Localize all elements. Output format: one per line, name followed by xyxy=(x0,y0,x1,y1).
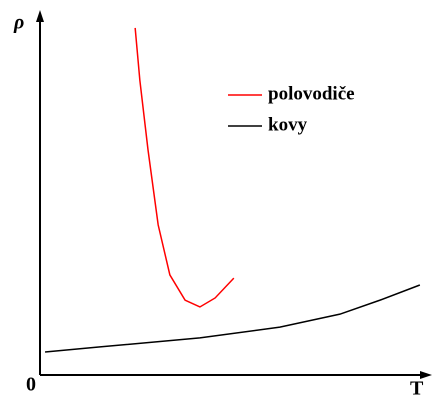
legend-label: kovy xyxy=(268,114,308,135)
legend-label: polovodiče xyxy=(268,83,355,104)
x-label: T xyxy=(410,378,424,400)
y-arrow xyxy=(36,10,44,22)
origin-label: 0 xyxy=(26,374,36,396)
x-arrow xyxy=(420,371,432,379)
line xyxy=(45,284,421,353)
line xyxy=(134,27,235,308)
y-label: ρ xyxy=(13,12,24,34)
